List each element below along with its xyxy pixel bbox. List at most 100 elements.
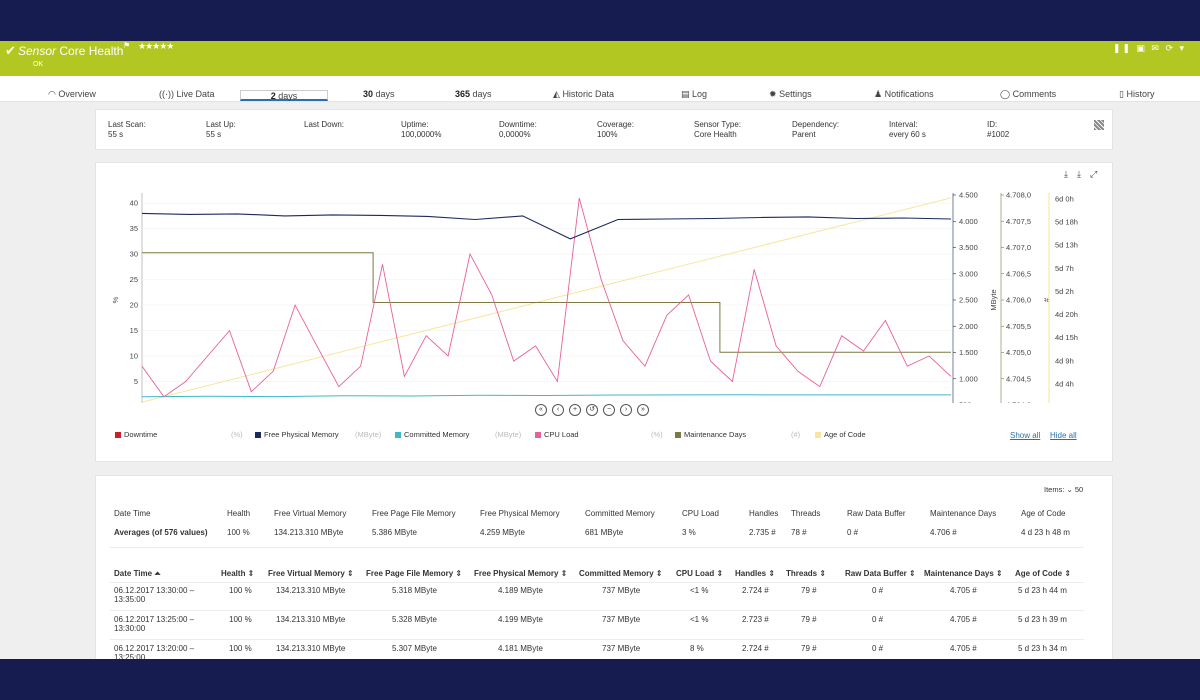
y-tick-label: 10 (130, 352, 138, 361)
sortable-column-header[interactable]: Free Physical Memory ⇕ (474, 569, 568, 578)
sortable-column-header[interactable]: Committed Memory ⇕ (579, 569, 663, 578)
priority-stars[interactable]: ★★★★★ (138, 41, 174, 51)
header-tools[interactable]: ❚❚ ▣ ✉ ⟳ ▾ (1112, 43, 1186, 53)
sortable-column-header[interactable]: Threads ⇕ (786, 569, 827, 578)
show-all-link[interactable]: Show all (1010, 431, 1041, 440)
y-tick-label-hash: 4.705,0 (1006, 348, 1031, 357)
legend-swatch (115, 432, 121, 438)
row-date-time: 13:25:00 (114, 653, 146, 659)
legend-maintenance-days[interactable]: Maintenance Days (#) (675, 430, 800, 439)
y-tick-label-age: 4d 9h (1055, 356, 1074, 365)
y-axis-label-mbyte: MByte (989, 289, 998, 310)
tab-bar: ◠ Overview ((·)) Live Data 2 days 30 day… (0, 76, 1200, 102)
row-date-time: 06.12.2017 13:25:00 – (114, 615, 195, 624)
row-date-time: 06.12.2017 13:30:00 – (114, 586, 195, 595)
y-tick-label-mbyte: 2.000 (959, 322, 978, 331)
info-sensor-type: Sensor Type: Core Health (694, 120, 741, 140)
y-tick-label-mbyte: 1.000 (959, 374, 978, 383)
sensor-title: Sensor Core Health (18, 44, 123, 58)
tab-2-days[interactable]: 2 days (240, 90, 328, 101)
info-value: every 60 s (889, 130, 926, 139)
y-tick-label-mbyte: 2.500 (959, 296, 978, 305)
expand-icon[interactable]: ⤢ (1090, 169, 1098, 179)
legend-label: CPU Load (544, 430, 579, 439)
info-value: Parent (792, 130, 816, 139)
divider (110, 582, 1084, 583)
flag-icon[interactable]: ⚑ (123, 41, 131, 50)
download-icon[interactable]: ⤓ (1064, 169, 1068, 179)
info-last-down: Last Down: (304, 120, 344, 130)
graph-zoom-out-button[interactable]: − (603, 404, 615, 416)
table-cell: 0 # (872, 644, 884, 653)
row-date-time: 13:35:00 (114, 595, 146, 604)
legend-unit: (%) (231, 430, 243, 439)
average-cell: 4.259 MByte (480, 528, 525, 537)
items-per-page-select[interactable]: Items: ⌄ 50 (1044, 485, 1084, 494)
tab-history-label: History (1126, 89, 1155, 99)
table-cell: 5 d 23 h 34 m (1018, 644, 1067, 653)
graph-zoom-in-button[interactable]: + (569, 404, 581, 416)
info-value: 55 s (108, 130, 124, 139)
tab-historic-data[interactable]: ◭ Historic Data (553, 89, 614, 100)
average-cell: 3 % (682, 528, 696, 537)
info-dependency[interactable]: Dependency: Parent (792, 120, 839, 140)
sortable-column-header[interactable]: Age of Code ⇕ (1015, 569, 1072, 578)
legend-swatch (815, 432, 821, 438)
graph-first-button[interactable]: « (535, 404, 547, 416)
sensor-title-type: Sensor (18, 44, 57, 58)
sortable-column-header[interactable]: Health ⇕ (221, 569, 255, 578)
status-text: OK (33, 61, 44, 68)
sortable-column-header[interactable]: Free Virtual Memory ⇕ (268, 569, 354, 578)
y-tick-label: 40 (130, 199, 138, 208)
y-tick-label: 30 (130, 250, 138, 259)
tab-comments[interactable]: ◯ Comments (1000, 89, 1056, 100)
tab-history[interactable]: ▯ History (1119, 89, 1154, 100)
sortable-column-header[interactable]: Free Page File Memory ⇕ (366, 569, 463, 578)
info-uptime: Uptime: 100,0000% (401, 120, 441, 140)
tab-365-days-unit: days (472, 89, 492, 99)
tab-overview-label: Overview (58, 89, 96, 99)
tab-365-days-num: 365 (455, 89, 471, 99)
tab-live-data[interactable]: ((·)) Live Data (159, 89, 215, 99)
sortable-column-header[interactable]: Maintenance Days ⇕ (924, 569, 1003, 578)
graph-next-button[interactable]: › (620, 404, 632, 416)
average-cell: 4 d 23 h 48 m (1021, 528, 1070, 537)
y-tick-label-hash: 4.704,5 (1006, 374, 1031, 383)
tab-365-days[interactable]: 365 days (455, 89, 492, 99)
info-value: 0,0000% (499, 130, 531, 139)
tab-30-days[interactable]: 30 days (363, 89, 395, 99)
download-data-icon[interactable]: ⤓ (1077, 169, 1081, 179)
legend-downtime[interactable]: Downtime (%) (115, 430, 243, 439)
y-tick-label-age: 4d 15h (1055, 333, 1078, 342)
legend-cpu-load[interactable]: CPU Load (%) (535, 430, 663, 439)
tab-settings[interactable]: ✹ Settings (769, 89, 812, 100)
sortable-column-header[interactable]: CPU Load ⇕ (676, 569, 724, 578)
graph-prev-button[interactable]: ‹ (552, 404, 564, 416)
tab-30-days-unit: days (375, 89, 395, 99)
graph-last-button[interactable]: » (637, 404, 649, 416)
tab-log[interactable]: ▤ Log (681, 89, 707, 100)
y-tick-label-mbyte: 500 (959, 401, 972, 404)
sortable-column-header[interactable]: Date Time ⏶ (114, 569, 161, 578)
speech-bubble-icon: ◯ (1000, 89, 1011, 99)
column-header: Health (227, 509, 251, 518)
legend-free-physical-memory[interactable]: Free Physical Memory (MByte) (255, 430, 381, 439)
table-cell: 4.189 MByte (498, 586, 543, 595)
info-label: Dependency: (792, 120, 840, 129)
qr-code-icon[interactable] (1094, 120, 1104, 130)
legend-unit: (MByte) (355, 430, 382, 439)
tab-notifications[interactable]: ♟ Notifications (874, 89, 934, 100)
average-cell: 5.386 MByte (372, 528, 417, 537)
sortable-column-header[interactable]: Raw Data Buffer ⇕ (845, 569, 916, 578)
hide-all-link[interactable]: Hide all (1050, 431, 1077, 440)
info-downtime: Downtime: 0,0000% (499, 120, 537, 140)
info-label: Sensor Type: (694, 120, 741, 129)
sortable-column-header[interactable]: Handles ⇕ (735, 569, 776, 578)
y-tick-label-age: 3d 22h (1055, 403, 1078, 404)
legend-committed-memory[interactable]: Committed Memory (MByte) (395, 430, 521, 439)
tab-comments-label: Comments (1012, 89, 1057, 99)
table-cell: 79 # (801, 615, 817, 624)
graph-reset-button[interactable]: ↺ (586, 404, 598, 416)
legend-age-of-code[interactable]: Age of Code (815, 430, 866, 439)
tab-overview[interactable]: ◠ Overview (48, 89, 96, 99)
